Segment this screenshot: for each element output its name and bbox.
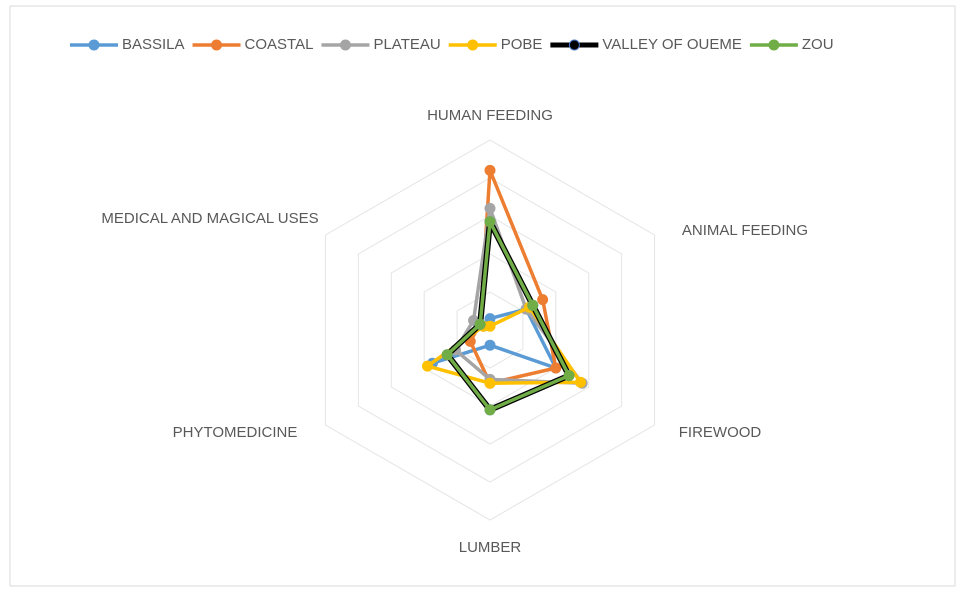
category-label: FIREWOOD xyxy=(678,424,762,441)
data-point xyxy=(574,376,586,388)
legend-marker xyxy=(768,39,780,51)
data-point xyxy=(563,370,575,382)
data-point xyxy=(484,164,496,176)
data-point xyxy=(484,377,496,389)
legend-marker xyxy=(568,39,580,51)
grid-ring xyxy=(324,139,656,521)
legend-marker xyxy=(211,39,223,51)
data-point xyxy=(537,294,549,306)
data-point xyxy=(441,349,453,361)
legend-label: COASTAL xyxy=(245,36,314,53)
data-point xyxy=(474,318,486,330)
legend-marker xyxy=(88,39,100,51)
data-point xyxy=(484,202,496,214)
data-point xyxy=(421,360,433,372)
legend-label: POBE xyxy=(501,36,543,53)
data-point xyxy=(484,216,496,228)
category-label: PHYTOMEDICINE xyxy=(172,424,298,441)
legend-marker xyxy=(339,39,351,51)
grid-ring xyxy=(357,177,623,483)
legend-label: BASSILA xyxy=(122,36,185,53)
data-point xyxy=(527,299,539,311)
category-label: LUMBER xyxy=(458,539,522,556)
legend-label: VALLEY OF OUEME xyxy=(602,36,742,53)
legend-label: ZOU xyxy=(802,36,834,53)
grid-ring xyxy=(390,215,590,445)
category-label: MEDICAL AND MAGICAL USES xyxy=(101,210,319,227)
data-point xyxy=(550,362,562,374)
frame xyxy=(9,5,956,587)
category-label: HUMAN FEEDING xyxy=(427,107,553,124)
legend-marker xyxy=(467,39,479,51)
category-label: ANIMAL FEEDING xyxy=(681,222,809,239)
data-point xyxy=(484,404,496,416)
legend-label: PLATEAU xyxy=(373,36,440,53)
data-point xyxy=(484,339,496,351)
